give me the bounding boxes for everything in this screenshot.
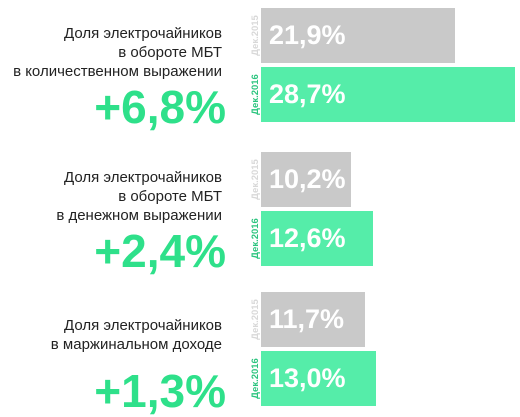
change-value: +1,3% (94, 365, 226, 417)
group-label-line: в обороте МБТ (118, 188, 222, 205)
group-label-line: в обороте МБТ (118, 44, 222, 61)
group-label-line: Доля электрочайников (64, 25, 222, 42)
bar-value-label: 13,0% (269, 363, 346, 393)
bar-value-label: 11,7% (269, 304, 345, 334)
group-label-line: в денежном выражении (56, 207, 222, 224)
bar-value-label: 28,7% (269, 79, 346, 109)
group-label: Доля электрочайников в обороте МБТ в денеж… (56, 168, 222, 225)
change-value: +6,8% (94, 81, 226, 133)
bar-value-label: 10,2% (269, 164, 346, 194)
period-label: Дек.2015 (249, 8, 261, 63)
group-label-line: в маржинальном доходе (50, 336, 222, 353)
period-label: Дек.2016 (249, 67, 261, 122)
bar: 21,9% (261, 8, 455, 63)
period-label: Дек.2016 (249, 211, 261, 266)
group-label-line: Доля электрочайников (64, 317, 222, 334)
bar: 10,2% (261, 152, 351, 207)
period-label-text: Дек.2016 (249, 358, 261, 399)
period-label: Дек.2015 (249, 152, 261, 207)
bar: 11,7% (261, 292, 365, 347)
period-label-text: Дек.2015 (249, 15, 261, 56)
group-label: Доля электрочайников в обороте МБТ в колич… (13, 24, 222, 81)
period-label: Дек.2015 (249, 292, 261, 347)
period-label-text: Дек.2016 (249, 218, 261, 259)
group-label-line: Доля электрочайников (64, 169, 222, 186)
change-value: +2,4% (94, 225, 226, 277)
period-label-text: Дек.2015 (249, 299, 261, 340)
bar-value-label: 12,6% (269, 223, 346, 253)
bar: 12,6% (261, 211, 373, 266)
group-label-line: в количественном выражении (13, 63, 222, 80)
period-label-text: Дек.2016 (249, 74, 261, 115)
period-label: Дек.2016 (249, 351, 261, 406)
bar-value-label: 21,9% (269, 20, 346, 50)
bar: 28,7% (261, 67, 515, 122)
period-label-text: Дек.2015 (249, 159, 261, 200)
group-label: Доля электрочайников в маржинальном доход… (51, 316, 222, 354)
bar: 13,0% (261, 351, 376, 406)
